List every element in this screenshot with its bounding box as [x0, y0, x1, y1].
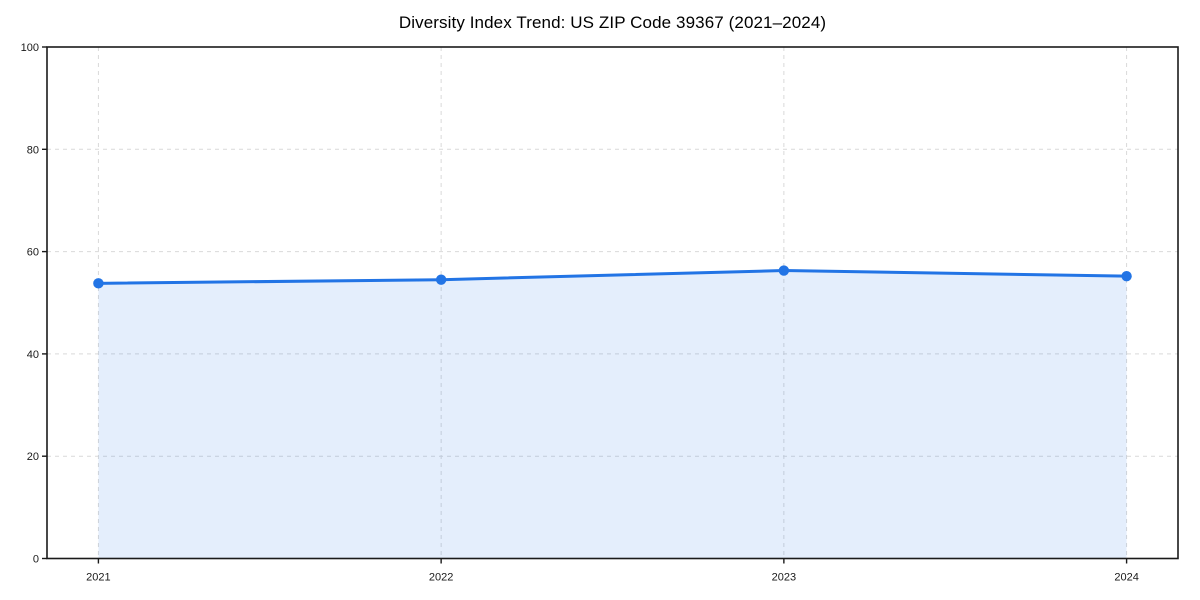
data-point: [435, 274, 447, 285]
y-tick-label: 20: [27, 451, 39, 463]
data-point: [1121, 270, 1132, 282]
y-tick-label: 40: [27, 349, 39, 361]
area-fill: [98, 270, 1127, 559]
x-tick-label: 2021: [86, 572, 110, 584]
x-tick-label: 2022: [429, 572, 453, 584]
plot-border: [46, 46, 1179, 560]
x-tick-label: 2024: [1114, 572, 1138, 584]
data-point: [778, 265, 790, 276]
x-tick-label: 2023: [772, 572, 796, 584]
y-tick-label: 0: [33, 554, 39, 566]
y-tick-label: 80: [27, 144, 39, 156]
trend-line: [96, 269, 1129, 285]
y-tick-label: 100: [21, 42, 39, 54]
data-point: [93, 278, 104, 289]
chart-title: Diversity Index Trend: US ZIP Code 39367…: [398, 13, 827, 32]
y-tick-label: 60: [27, 247, 39, 259]
